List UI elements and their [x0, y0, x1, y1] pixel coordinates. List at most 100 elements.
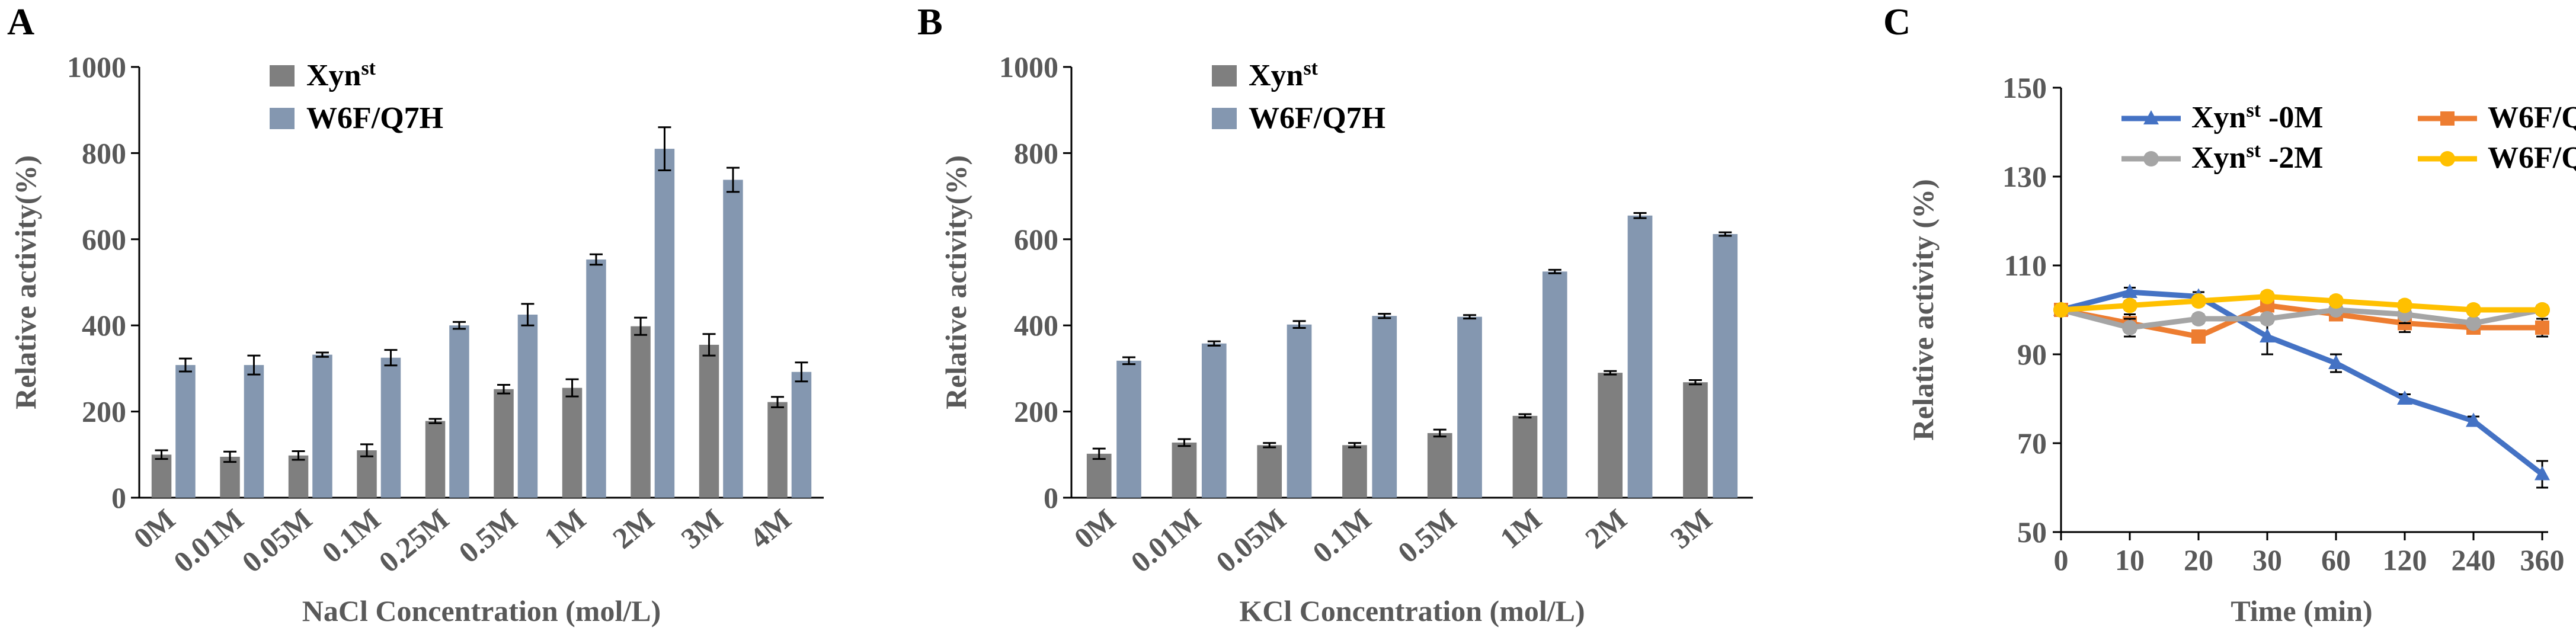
x-tick-label: 2M — [1579, 502, 1633, 555]
bar-w6f-q7h — [244, 365, 264, 498]
legend-label-rest: -2M — [2261, 141, 2323, 175]
bar-xynst — [494, 389, 514, 498]
series-line — [2060, 289, 2544, 477]
bar-xynst — [151, 454, 172, 498]
bar-w6f-q7h — [1201, 343, 1227, 498]
x-tick-label: 0.01M — [167, 502, 249, 579]
legend-label-rest: -0M — [2261, 101, 2323, 134]
data-point — [2328, 293, 2344, 309]
x-tick-label: 0M — [127, 502, 181, 555]
data-point — [2466, 412, 2481, 427]
bar-xynst — [1427, 433, 1452, 498]
x-tick-label: 0.25M — [373, 502, 455, 579]
data-point — [2466, 302, 2481, 318]
x-axis-title: NaCl Concentration (mol/L) — [302, 594, 661, 627]
legend-swatch — [270, 65, 295, 87]
bar-w6f-q7h — [586, 259, 606, 498]
bar-w6f-q7h — [312, 354, 332, 498]
bar-xynst — [1172, 442, 1197, 498]
legend-label-base: W6F/Q7H — [1249, 101, 1385, 135]
data-point — [2328, 355, 2344, 369]
x-tick-label: 0.05M — [1209, 502, 1292, 579]
x-tick-label: 0.05M — [236, 502, 318, 579]
x-tick-label: 30 — [2252, 543, 2282, 576]
data-point — [2053, 302, 2069, 318]
x-axis-title: KCl Concentration (mol/L) — [1239, 594, 1585, 627]
legend-label-base: Xyn — [1249, 59, 1304, 92]
y-tick-label: 200 — [82, 395, 126, 428]
x-tick-label: 2M — [606, 502, 660, 555]
bar-xynst — [699, 344, 719, 498]
panel-label-b: B — [917, 1, 943, 43]
x-tick-label: 4M — [743, 502, 797, 555]
data-point — [2260, 311, 2275, 326]
legend-label-base: W6F/Q7H — [306, 101, 443, 135]
series-line — [2060, 307, 2543, 331]
data-point — [2535, 321, 2549, 335]
x-tick-label: 0M — [1068, 502, 1122, 555]
x-tick-label: 0.01M — [1125, 502, 1207, 579]
legend-swatch — [270, 108, 295, 129]
series-line — [2060, 294, 2542, 313]
panel-label-a: A — [7, 1, 34, 43]
legend-marker — [2440, 111, 2455, 126]
y-tick-label: 1000 — [999, 50, 1058, 84]
y-tick-label: 600 — [82, 223, 126, 256]
bar-xynst — [631, 326, 651, 498]
x-tick-label: 0.5M — [452, 502, 523, 569]
bar-w6f-q7h — [175, 365, 196, 498]
bar-xynst — [220, 456, 240, 498]
bar-w6f-q7h — [449, 325, 469, 498]
bar-w6f-q7h — [1372, 316, 1397, 498]
y-axis-title: Relative activity(%) — [939, 155, 972, 409]
data-point — [2397, 297, 2412, 313]
legend-label: W6F/Q7H — [1249, 101, 1385, 135]
x-tick-label: 0.1M — [315, 502, 386, 569]
y-tick-label: 800 — [82, 136, 126, 169]
y-tick-label: 400 — [82, 309, 126, 342]
legend-label-base: Xyn — [2191, 101, 2247, 134]
x-tick-label: 1M — [1493, 502, 1547, 555]
legend-marker — [2440, 151, 2455, 166]
legend-label-base: W6F/Q7H-2M — [2488, 141, 2576, 175]
x-tick-label: 0.1M — [1306, 502, 1377, 569]
data-point — [2535, 466, 2550, 481]
panel-label-c: C — [1883, 1, 1911, 43]
data-point — [2260, 289, 2275, 305]
y-tick-label: 400 — [1014, 309, 1058, 342]
x-tick-label: 360 — [2520, 543, 2565, 576]
chart-b-kcl: 0 200 400 600 800 1000 0M 0.01M 0.05M 0.1M 0.5M 1M 2… — [939, 50, 1753, 627]
x-tick-label: 240 — [2452, 543, 2496, 576]
bar-xynst — [357, 450, 377, 498]
bar-w6f-q7h — [654, 149, 675, 498]
legend-label: W6F/Q7H-0M — [2488, 101, 2576, 134]
y-tick-label: 150 — [2002, 71, 2047, 104]
bar-xynst — [767, 402, 788, 498]
y-tick-label: 50 — [2017, 515, 2047, 549]
bar-w6f-q7h — [1542, 271, 1567, 498]
y-tick-label: 110 — [2004, 249, 2047, 282]
data-point — [2466, 315, 2481, 331]
bar-xynst — [1257, 445, 1282, 498]
y-axis-title: Relative activity (%) — [1906, 179, 1940, 441]
y-tick-label: 600 — [1014, 223, 1058, 256]
x-axis-title: Time (min) — [2231, 594, 2372, 627]
legend-label: Xynst -2M — [2191, 140, 2323, 175]
legend-label-sup: st — [1303, 57, 1318, 79]
x-tick-label: 1M — [538, 502, 592, 555]
x-tick-label: 3M — [1664, 502, 1718, 555]
x-tick-label: 0 — [2054, 543, 2069, 576]
y-tick-label: 200 — [1014, 395, 1058, 428]
legend-marker — [2143, 151, 2159, 166]
legend-label-sup: st — [2246, 140, 2261, 162]
bar-xynst — [1512, 415, 1538, 498]
data-point — [2122, 297, 2137, 313]
bar-w6f-q7h — [1287, 324, 1312, 498]
legend-label: W6F/Q7H-2M — [2488, 141, 2576, 175]
y-tick-label: 1000 — [67, 50, 126, 84]
bar-xynst — [1683, 382, 1708, 498]
bar-w6f-q7h — [1116, 360, 1141, 498]
bar-xynst — [425, 421, 446, 498]
legend-marker — [2143, 110, 2159, 124]
